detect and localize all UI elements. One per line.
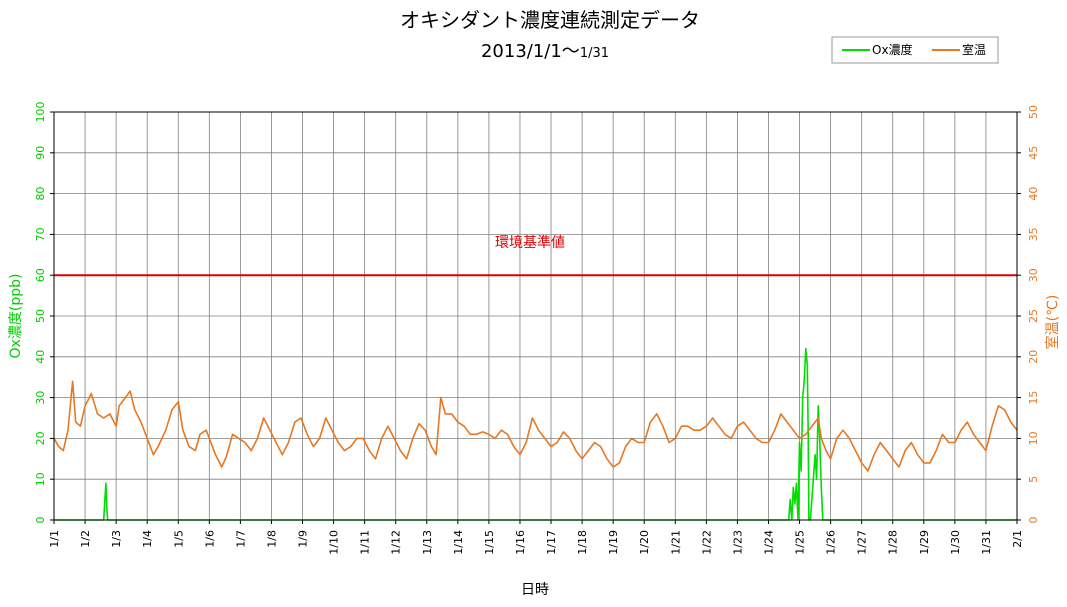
x-tick-label: 1/20: [638, 530, 651, 555]
y-left-tick-label: 60: [34, 268, 47, 282]
series-line-temp: [53, 380, 1018, 472]
x-tick-label: 1/16: [514, 530, 527, 555]
y-right-tick-label: 30: [1027, 268, 1040, 282]
y-right-tick-label: 45: [1027, 146, 1040, 160]
y-right-tick-label: 25: [1027, 309, 1040, 323]
x-tick-label: 1/12: [390, 530, 403, 555]
x-tick-label: 1/11: [359, 530, 372, 555]
x-tick-label: 1/19: [607, 530, 620, 555]
axis-ticks: 0 10 20 30 40 50 60 70 80 90 100 0 5 10 15 20 25 30 35 40 45…: [34, 102, 1040, 555]
x-tick-label: 1/21: [669, 530, 682, 555]
y-right-tick-label: 35: [1027, 227, 1040, 241]
x-tick-label: 1/29: [918, 530, 931, 555]
x-tick-label: 1/15: [483, 530, 496, 555]
plot-frame: [53, 111, 1018, 521]
y-left-tick-label: 40: [34, 350, 47, 364]
x-tick-label: 1/28: [887, 530, 900, 555]
x-tick-label: 1/14: [452, 530, 465, 555]
x-tick-label: 1/23: [731, 530, 744, 555]
x-tick-label: 1/9: [297, 530, 310, 548]
x-tick-label: 1/1: [48, 530, 61, 548]
x-tick-label: 1/18: [576, 530, 589, 555]
series-line-ox: [54, 347, 1017, 521]
x-tick-label: 1/24: [762, 530, 775, 555]
y-left-tick-label: 80: [34, 187, 47, 201]
y-left-tick-label: 100: [34, 102, 47, 123]
x-tick-label: 1/25: [794, 530, 807, 555]
reference-layer: 環境基準値: [54, 234, 1017, 277]
x-tick-label: 1/27: [856, 530, 869, 555]
x-tick-label: 1/17: [545, 530, 558, 555]
x-tick-label: 1/4: [141, 530, 154, 548]
y-left-tick-label: 50: [34, 309, 47, 323]
reference-line-label: 環境基準値: [495, 234, 565, 251]
y-axis-left-label: Ox濃度(ppb): [8, 274, 24, 359]
chart-title: オキシダント濃度連続測定データ: [400, 8, 700, 32]
x-tick-label: 2/1: [1011, 530, 1024, 548]
y-right-tick-label: 10: [1027, 431, 1040, 445]
y-left-tick-label: 20: [34, 431, 47, 445]
x-tick-label: 1/13: [421, 530, 434, 555]
x-axis-label: 日時: [521, 582, 549, 598]
legend-label-ox: Ox濃度: [872, 42, 913, 57]
x-tick-label: 1/7: [234, 530, 247, 548]
y-right-tick-label: 20: [1027, 350, 1040, 364]
legend: Ox濃度 室温: [831, 36, 999, 64]
chart-subtitle-main: 2013/1/1～: [481, 41, 580, 62]
x-tick-label: 1/22: [700, 530, 713, 555]
y-right-tick-label: 50: [1027, 105, 1040, 119]
y-left-tick-label: 30: [34, 391, 47, 405]
y-left-tick-label: 90: [34, 146, 47, 160]
x-tick-label: 1/2: [79, 530, 92, 548]
x-tick-label: 1/8: [265, 530, 278, 548]
y-axis-right-label: 室温(℃): [1044, 295, 1061, 350]
y-right-tick-label: 40: [1027, 187, 1040, 201]
x-tick-label: 1/26: [825, 530, 838, 555]
x-tick-label: 1/6: [203, 530, 216, 548]
y-left-tick-label: 10: [34, 472, 47, 486]
x-tick-label: 1/5: [172, 530, 185, 548]
x-tick-label: 1/3: [110, 530, 123, 548]
y-right-tick-label: 15: [1027, 391, 1040, 405]
x-tick-label: 1/30: [949, 530, 962, 555]
grid: [54, 112, 1017, 520]
x-tick-label: 1/10: [328, 530, 341, 555]
x-tick-label: 1/31: [980, 530, 993, 555]
y-right-tick-label: 0: [1027, 517, 1040, 524]
legend-label-temp: 室温: [962, 42, 986, 57]
y-left-tick-label: 70: [34, 227, 47, 241]
chart-subtitle-small: 1/31: [580, 46, 609, 61]
chart-subtitle: 2013/1/1～1/31: [481, 41, 609, 62]
series-layer: [53, 347, 1018, 521]
y-right-tick-label: 5: [1027, 476, 1040, 483]
y-left-tick-label: 0: [34, 517, 47, 524]
